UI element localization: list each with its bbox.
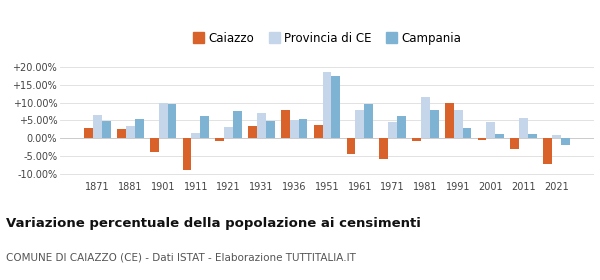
Bar (323, 72, 331, 138)
Bar (543, 138, 552, 164)
Bar (552, 135, 561, 138)
Bar (191, 133, 200, 138)
Bar (397, 116, 406, 138)
Bar (314, 125, 323, 138)
Bar (347, 138, 355, 154)
Bar (182, 138, 191, 170)
Bar (233, 111, 242, 138)
Bar (331, 76, 340, 138)
Bar (388, 122, 397, 138)
Bar (364, 104, 373, 138)
Bar (93, 115, 102, 138)
Bar (248, 126, 257, 138)
Bar (257, 113, 266, 138)
Bar (379, 138, 388, 159)
Bar (224, 127, 233, 138)
Bar (496, 134, 504, 138)
Bar (299, 119, 307, 138)
Bar (150, 138, 158, 152)
Bar (215, 138, 224, 141)
Bar (561, 138, 570, 145)
Bar (158, 103, 167, 138)
Bar (478, 138, 487, 140)
Bar (200, 116, 209, 138)
Bar (135, 119, 143, 138)
Bar (487, 122, 496, 138)
Bar (511, 138, 519, 149)
Bar (117, 129, 126, 138)
Bar (421, 97, 430, 138)
Bar (281, 110, 290, 138)
Bar (266, 121, 275, 138)
Bar (126, 126, 135, 138)
Bar (355, 110, 364, 138)
Bar (528, 134, 537, 138)
Bar (430, 110, 439, 138)
Bar (463, 127, 472, 138)
Text: COMUNE DI CAIAZZO (CE) - Dati ISTAT - Elaborazione TUTTITALIA.IT: COMUNE DI CAIAZZO (CE) - Dati ISTAT - El… (6, 252, 356, 262)
Bar (167, 104, 176, 138)
Legend: Caiazzo, Provincia di CE, Campania: Caiazzo, Provincia di CE, Campania (193, 32, 461, 45)
Bar (519, 118, 528, 138)
Bar (102, 121, 111, 138)
Bar (290, 120, 299, 138)
Bar (445, 103, 454, 138)
Bar (454, 110, 463, 138)
Bar (84, 128, 93, 138)
Text: Variazione percentuale della popolazione ai censimenti: Variazione percentuale della popolazione… (6, 217, 421, 230)
Bar (412, 138, 421, 141)
